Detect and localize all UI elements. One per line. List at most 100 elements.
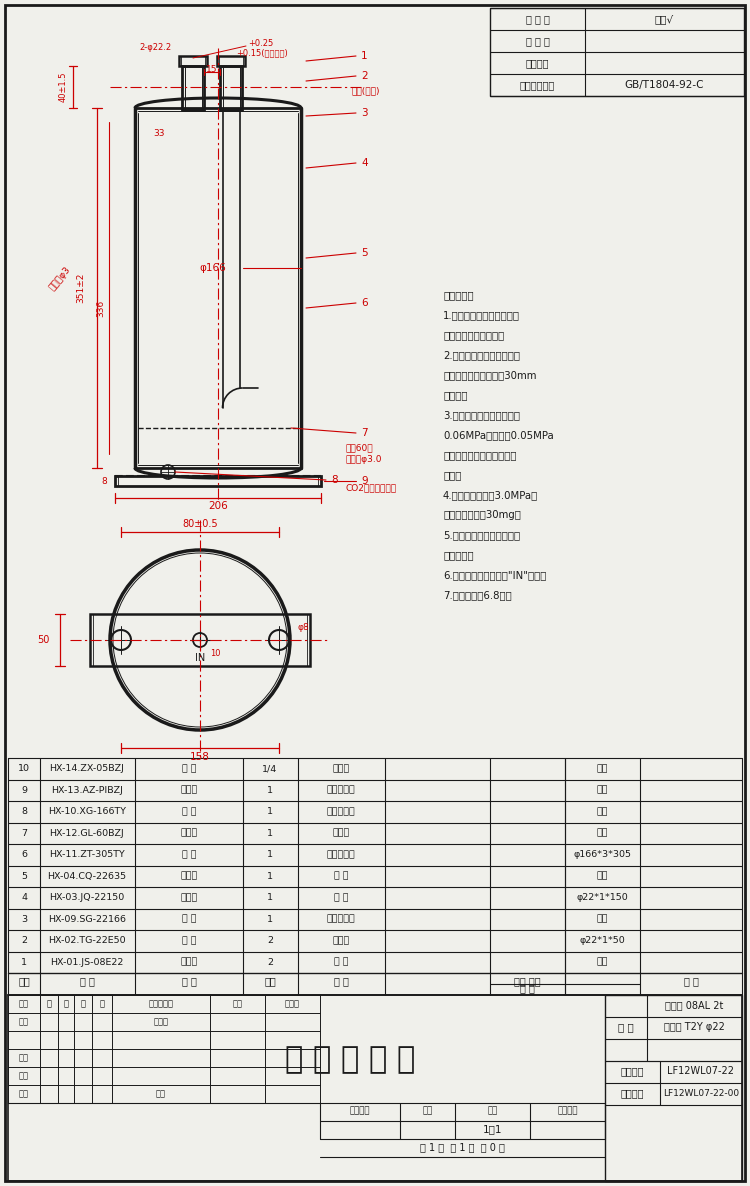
Text: 筒体： 08AL 2t: 筒体： 08AL 2t — [665, 1001, 724, 1010]
Text: 1: 1 — [267, 786, 273, 795]
Text: HX-10.XG-166TY: HX-10.XG-166TY — [48, 808, 126, 816]
Text: 借用: 借用 — [596, 872, 608, 881]
Text: 环氧聚酯粉末，管口下30mm: 环氧聚酯粉末，管口下30mm — [443, 370, 536, 380]
Text: 处: 处 — [46, 999, 52, 1008]
Text: 7: 7 — [21, 829, 27, 837]
Text: IN: IN — [195, 653, 205, 663]
Text: 技术要求：: 技术要求： — [443, 291, 474, 300]
Text: 9: 9 — [361, 476, 368, 486]
Text: 借用: 借用 — [596, 786, 608, 795]
Text: 1: 1 — [267, 850, 273, 859]
Text: 3: 3 — [21, 914, 27, 924]
Text: 零件图号: 零件图号 — [620, 1089, 644, 1098]
Text: 6.进气管外筒体表面打"IN"字样，: 6.进气管外筒体表面打"IN"字样， — [443, 570, 546, 580]
Text: 标准化: 标准化 — [154, 1018, 169, 1026]
Text: 单件 总计: 单件 总计 — [514, 976, 540, 987]
Text: 分: 分 — [80, 999, 86, 1008]
Text: 1: 1 — [267, 893, 273, 903]
Bar — [90, 614, 310, 667]
Text: 2: 2 — [21, 936, 27, 945]
Text: 封口，: 封口， — [443, 470, 461, 480]
Text: 2: 2 — [361, 71, 368, 81]
Text: HX-14.ZX-05BZJ: HX-14.ZX-05BZJ — [50, 764, 124, 773]
Text: 冷轧薄钉板: 冷轧薄钉板 — [327, 808, 356, 816]
Bar — [8, 995, 742, 1181]
Text: 批准: 批准 — [156, 1089, 166, 1098]
Text: 8: 8 — [101, 477, 107, 485]
Text: 上 盖: 上 盖 — [182, 914, 196, 924]
Text: 重量: 重量 — [422, 1107, 433, 1115]
Text: 158: 158 — [190, 752, 210, 761]
Text: 借用: 借用 — [596, 829, 608, 837]
Text: 过滤器: 过滤器 — [332, 829, 350, 837]
Text: 8: 8 — [21, 808, 27, 816]
Text: 材 料: 材 料 — [334, 976, 349, 987]
Text: +0.15(扩口内径): +0.15(扩口内径) — [236, 49, 288, 57]
Text: 共 1 张  第 1 张  第 0 版: 共 1 张 第 1 张 第 0 版 — [420, 1142, 505, 1153]
Text: 33: 33 — [153, 128, 164, 138]
Text: 设计: 设计 — [19, 1018, 29, 1026]
Bar — [182, 66, 204, 110]
Text: 借用: 借用 — [596, 958, 608, 967]
Text: 80±0.5: 80±0.5 — [182, 519, 218, 529]
Text: 工艺: 工艺 — [19, 1089, 29, 1098]
Text: HX-12.GL-60BZJ: HX-12.GL-60BZJ — [50, 829, 124, 837]
Text: 1: 1 — [21, 958, 27, 967]
Text: 名 称: 名 称 — [182, 976, 196, 987]
Bar — [220, 66, 242, 110]
Text: 制图: 制图 — [19, 1053, 29, 1061]
Text: 紫铜管: 紫铜管 — [332, 936, 350, 945]
Text: 材 料: 材 料 — [618, 1022, 634, 1033]
Text: 3.内部清洁干燥，成品内抚: 3.内部清洁干燥，成品内抚 — [443, 410, 520, 420]
Text: 1.焊缝平整、光滑，筒体不: 1.焊缝平整、光滑，筒体不 — [443, 310, 520, 320]
Text: 重 量: 重 量 — [520, 983, 535, 993]
Text: 鑉 管: 鑉 管 — [334, 893, 348, 903]
Text: LF12WL07-22-00: LF12WL07-22-00 — [663, 1089, 739, 1098]
Text: 标记: 标记 — [19, 999, 29, 1008]
Text: 5: 5 — [361, 248, 368, 259]
Text: 0.06MPa真空后充0.05MPa: 0.06MPa真空后充0.05MPa — [443, 431, 554, 440]
Text: 铜管： T2Y φ22: 铜管： T2Y φ22 — [664, 1022, 725, 1033]
Text: 备 注: 备 注 — [683, 976, 698, 987]
Text: 代 号: 代 号 — [80, 976, 94, 987]
Text: 2-φ22.2: 2-φ22.2 — [140, 44, 172, 52]
Text: 50: 50 — [38, 635, 50, 645]
Bar — [490, 8, 744, 96]
Text: 9: 9 — [21, 786, 27, 795]
Text: 3: 3 — [361, 108, 368, 117]
Text: 1：1: 1：1 — [483, 1124, 502, 1135]
Text: 区: 区 — [100, 999, 104, 1008]
Bar — [115, 476, 321, 486]
Text: 未注尺尖公差: 未注尺尖公差 — [520, 79, 555, 90]
Text: 1/4: 1/4 — [262, 764, 278, 773]
Text: 钉 管: 钉 管 — [334, 872, 348, 881]
Text: GB/T1804-92-C: GB/T1804-92-C — [625, 79, 704, 90]
Text: 中 筒: 中 筒 — [182, 850, 196, 859]
Text: 15: 15 — [206, 64, 218, 74]
Text: 铜 管: 铜 管 — [182, 936, 196, 945]
Text: 冷轧薄钉板: 冷轧薄钉板 — [327, 914, 356, 924]
Text: 351±2: 351±2 — [76, 273, 85, 304]
Text: 206: 206 — [208, 500, 228, 511]
Text: 1: 1 — [361, 51, 368, 60]
Text: HX-01.JS-08E22: HX-01.JS-08E22 — [50, 958, 124, 967]
Text: HX-04.CQ-22635: HX-04.CQ-22635 — [47, 872, 127, 881]
Text: 杂质含量不超过30mg，: 杂质含量不超过30mg， — [443, 510, 520, 519]
Text: 7.有效容积为6.8升。: 7.有效容积为6.8升。 — [443, 589, 512, 600]
Text: 4: 4 — [21, 893, 27, 903]
Text: 单管孔φ3: 单管孔φ3 — [47, 264, 73, 292]
Text: 固油孔φ3.0: 固油孔φ3.0 — [346, 455, 382, 465]
Bar — [179, 56, 207, 66]
Text: 比例: 比例 — [488, 1107, 498, 1115]
Text: HX-02.TG-22E50: HX-02.TG-22E50 — [48, 936, 126, 945]
Text: 7: 7 — [361, 428, 368, 438]
Text: 热 处 理: 热 处 理 — [526, 36, 550, 46]
Text: 过滤器: 过滤器 — [180, 829, 198, 837]
Text: 2: 2 — [267, 936, 273, 945]
Text: 10: 10 — [210, 650, 220, 658]
Text: 不喷涂，: 不喷涂， — [443, 390, 467, 400]
Text: 型号标签，: 型号标签， — [443, 550, 474, 560]
Text: 光 洁 度: 光 洁 度 — [526, 14, 550, 24]
Text: 下 盖: 下 盖 — [182, 808, 196, 816]
Bar — [605, 995, 742, 1181]
